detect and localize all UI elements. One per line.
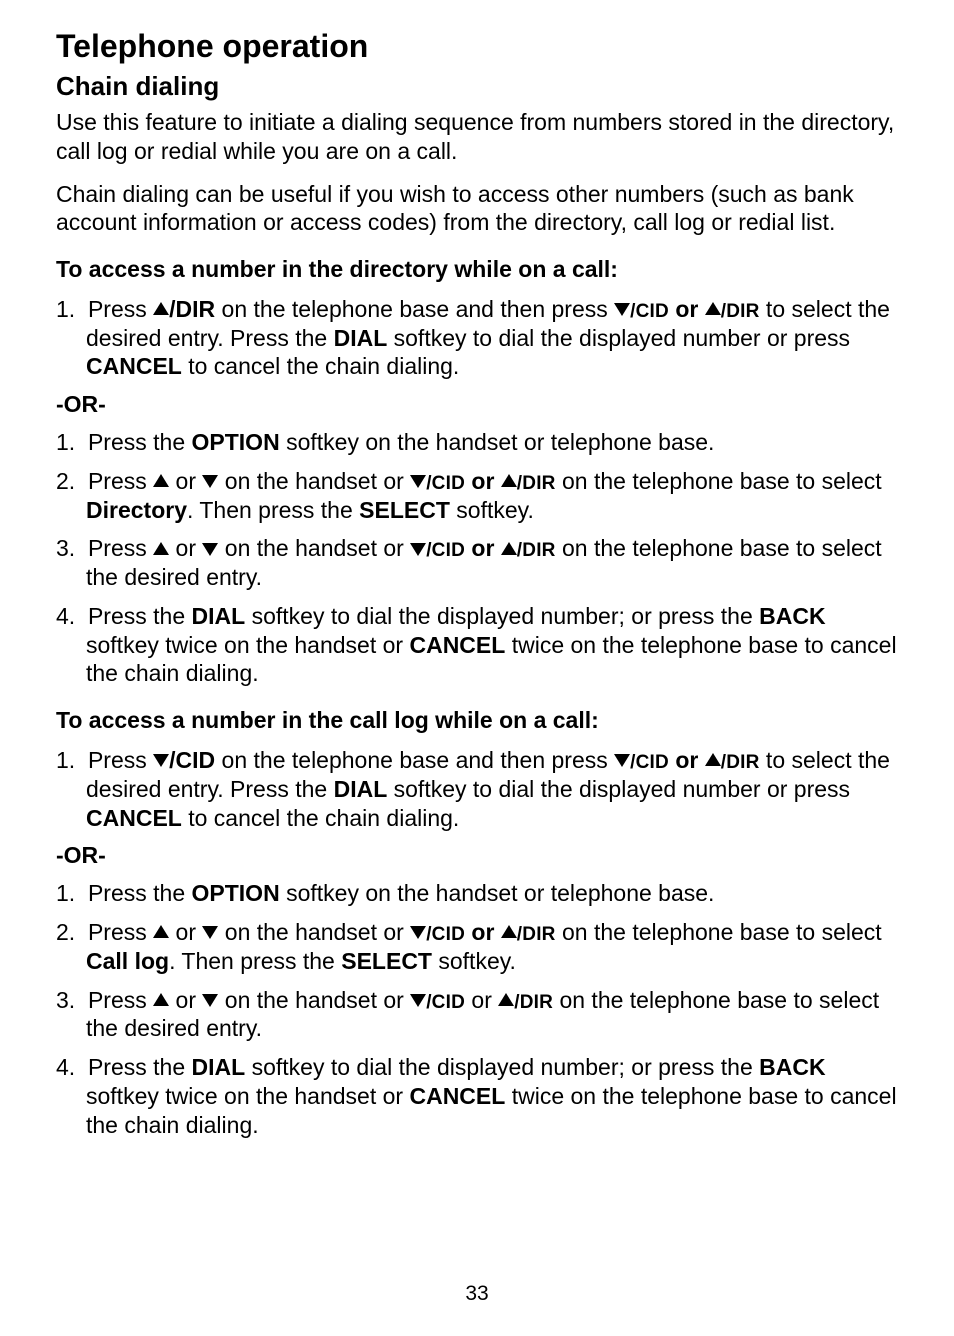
up-triangle-icon <box>153 302 169 315</box>
up-triangle-icon <box>501 474 517 487</box>
step-d1: 1. Press the OPTION softkey on the hands… <box>56 879 898 908</box>
step-b4: 4. Press the DIAL softkey to dial the di… <box>56 602 898 688</box>
steps-directory-short: 1. Press /DIR on the telephone base and … <box>56 295 898 381</box>
down-triangle-icon <box>153 754 169 767</box>
subhead-directory: To access a number in the directory whil… <box>56 255 898 285</box>
or-label-1: -OR- <box>56 391 898 418</box>
step-c1: 1. Press /CID on the telephone base and … <box>56 746 898 832</box>
down-triangle-icon <box>202 926 218 939</box>
subhead-calllog: To access a number in the call log while… <box>56 706 898 736</box>
or-label-2: -OR- <box>56 842 898 869</box>
up-triangle-icon <box>705 302 721 315</box>
up-triangle-icon <box>153 474 169 487</box>
down-triangle-icon <box>202 994 218 1007</box>
down-triangle-icon <box>410 994 426 1007</box>
steps-directory-long: 1. Press the OPTION softkey on the hands… <box>56 428 898 688</box>
step-b2: 2. Press or on the handset or /CID or /D… <box>56 467 898 525</box>
step-b1: 1. Press the OPTION softkey on the hands… <box>56 428 898 457</box>
down-triangle-icon <box>614 754 630 767</box>
page-number: 33 <box>0 1282 954 1306</box>
up-triangle-icon <box>501 925 517 938</box>
down-triangle-icon <box>410 926 426 939</box>
down-triangle-icon <box>202 475 218 488</box>
up-triangle-icon <box>501 542 517 555</box>
up-triangle-icon <box>498 993 514 1006</box>
intro-paragraph-1: Use this feature to initiate a dialing s… <box>56 108 898 166</box>
down-triangle-icon <box>614 303 630 316</box>
steps-calllog-short: 1. Press /CID on the telephone base and … <box>56 746 898 832</box>
steps-calllog-long: 1. Press the OPTION softkey on the hands… <box>56 879 898 1139</box>
up-triangle-icon <box>705 753 721 766</box>
intro-paragraph-2: Chain dialing can be useful if you wish … <box>56 180 898 238</box>
step-d3: 3. Press or on the handset or /CID or /D… <box>56 986 898 1044</box>
up-triangle-icon <box>153 993 169 1006</box>
step-a1: 1. Press /DIR on the telephone base and … <box>56 295 898 381</box>
down-triangle-icon <box>410 475 426 488</box>
down-triangle-icon <box>202 543 218 556</box>
up-triangle-icon <box>153 542 169 555</box>
down-triangle-icon <box>410 543 426 556</box>
step-d4: 4. Press the DIAL softkey to dial the di… <box>56 1053 898 1139</box>
step-b3: 3. Press or on the handset or /CID or /D… <box>56 534 898 592</box>
up-triangle-icon <box>153 925 169 938</box>
step-d2: 2. Press or on the handset or /CID or /D… <box>56 918 898 976</box>
section-heading: Chain dialing <box>56 71 898 102</box>
page-title: Telephone operation <box>56 28 898 65</box>
